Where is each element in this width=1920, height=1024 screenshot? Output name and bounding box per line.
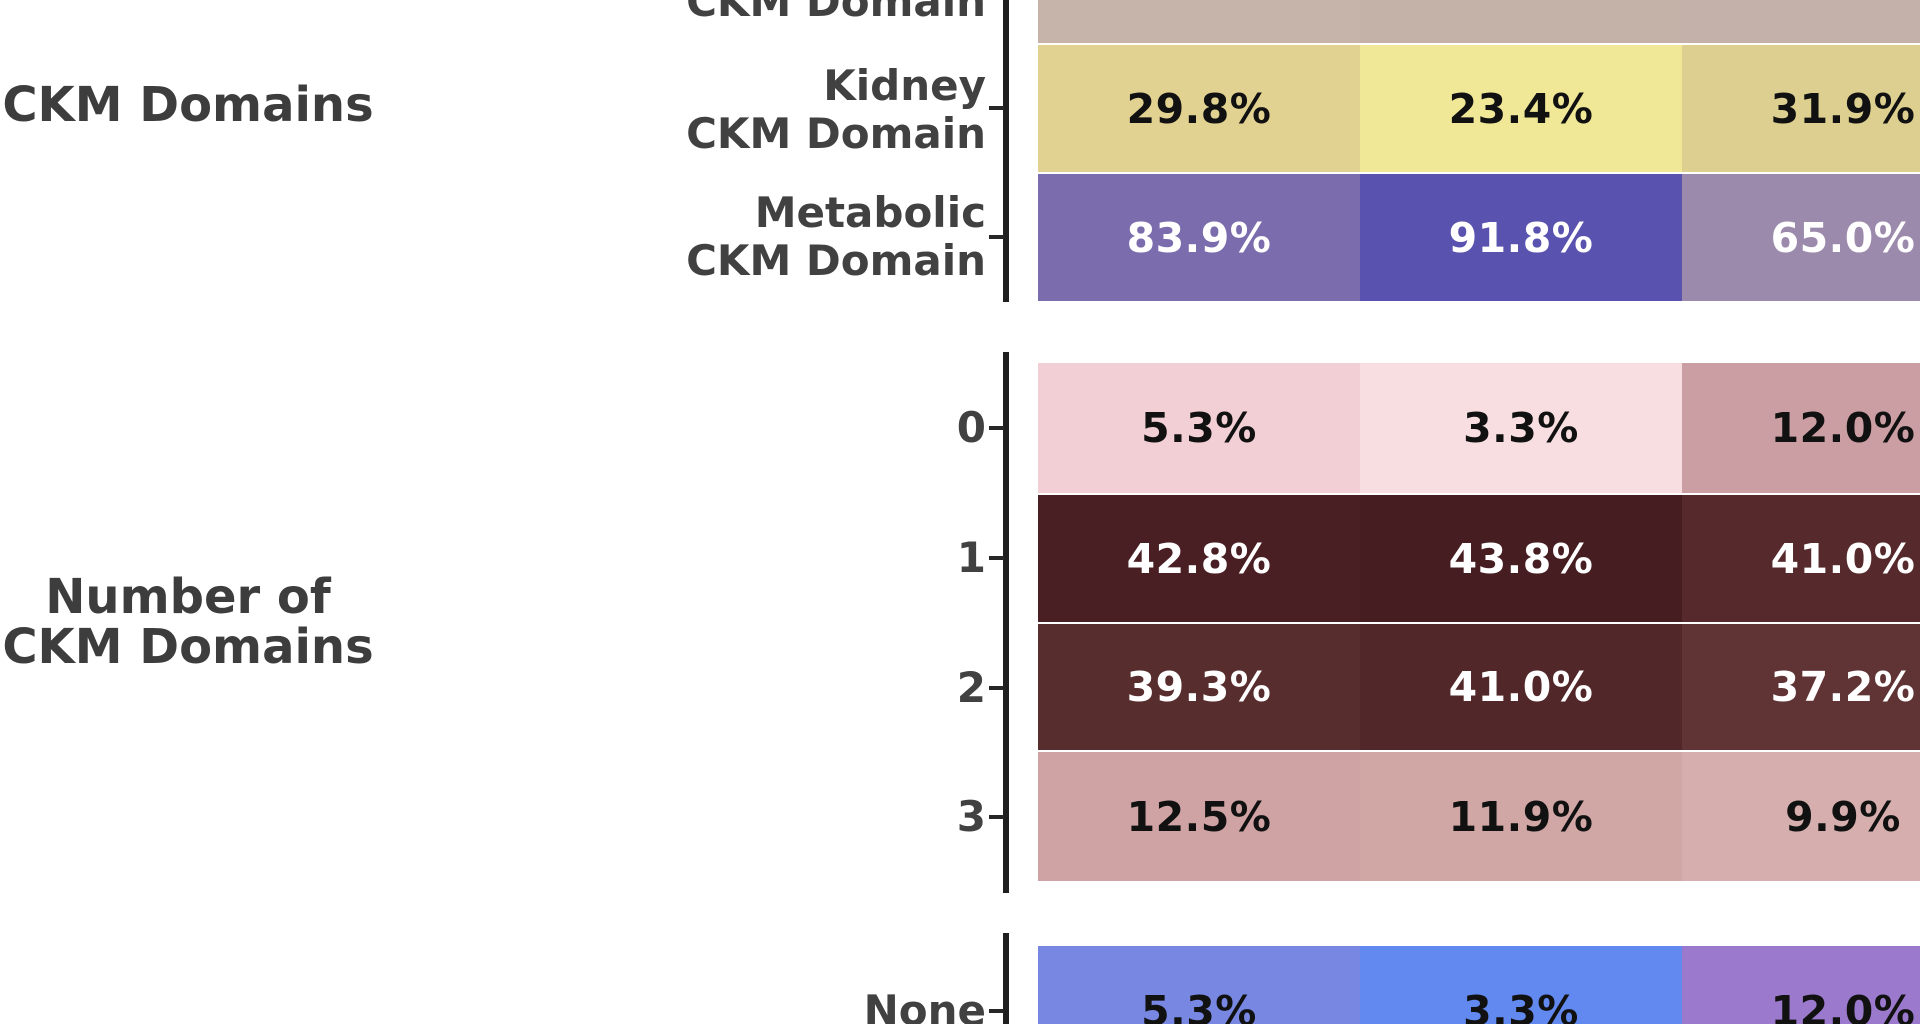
section-title-number-of-ckm-domains: Number of CKM Domains [0, 572, 380, 672]
heatmap-cell: 5.3% [1038, 946, 1360, 1024]
heatmap-cell: 29.8% [1038, 45, 1360, 172]
heatmap-cell: 12.0% [1682, 946, 1920, 1024]
tick-mark-none [989, 1009, 1004, 1013]
row-label-kidney: Kidney CKM Domain [586, 62, 986, 158]
row-label-0: 0 [956, 403, 986, 452]
heatmap-row-none: 5.3% 3.3% 12.0% [1038, 946, 1920, 1024]
heatmap-row-kidney: 29.8% 23.4% 31.9% [1038, 43, 1920, 172]
tick-mark-2 [989, 686, 1004, 690]
row-label-line: CKM Domain [686, 109, 986, 158]
y-axis-line-section1 [1003, 0, 1009, 302]
heatmap-cell: 11.9% [1360, 752, 1682, 881]
tick-mark-3 [989, 815, 1004, 819]
row-label-3: 3 [956, 792, 986, 841]
tick-mark-metabolic [989, 235, 1004, 239]
tick-mark-kidney [989, 106, 1004, 110]
tick-mark-0 [989, 426, 1004, 430]
heatmap-cell: 3.3% [1360, 946, 1682, 1024]
heatmap-cell: 23.4% [1360, 45, 1682, 172]
heatmap-cell [1038, 0, 1360, 43]
heatmap-cell: 42.8% [1038, 495, 1360, 622]
heatmap-cell: 41.0% [1360, 624, 1682, 750]
heatmap-cell: 83.9% [1038, 174, 1360, 301]
section-title-line: CKM Domains [2, 619, 374, 675]
heatmap-row-ckm-domain-cut [1038, 0, 1920, 43]
heatmap-row-2: 39.3% 41.0% 37.2% [1038, 622, 1920, 750]
row-label-line: Kidney [823, 61, 986, 110]
heatmap-cell [1360, 0, 1682, 43]
heatmap-cell: 12.5% [1038, 752, 1360, 881]
heatmap-cell: 9.9% [1682, 752, 1920, 881]
row-label-ckm-domain-cut: CKM Domain [686, 0, 986, 26]
heatmap-cell: 41.0% [1682, 495, 1920, 622]
heatmap-cell: 91.8% [1360, 174, 1682, 301]
y-axis-line-section3 [1003, 933, 1009, 1024]
section-title-line: Number of [45, 569, 331, 625]
heatmap-row-3: 12.5% 11.9% 9.9% [1038, 750, 1920, 881]
heatmap-row-1: 42.8% 43.8% 41.0% [1038, 493, 1920, 622]
heatmap-cell: 43.8% [1360, 495, 1682, 622]
heatmap-cell: 37.2% [1682, 624, 1920, 750]
row-label-line: Metabolic [754, 188, 986, 237]
heatmap-cell: 3.3% [1360, 363, 1682, 493]
tick-mark-1 [989, 556, 1004, 560]
row-label-2: 2 [956, 663, 986, 712]
row-label-none: None [863, 986, 986, 1024]
heatmap-cell [1682, 0, 1920, 43]
row-label-1: 1 [956, 533, 986, 582]
row-label-metabolic: Metabolic CKM Domain [586, 189, 986, 285]
heatmap-cell: 31.9% [1682, 45, 1920, 172]
heatmap-cell: 12.0% [1682, 363, 1920, 493]
heatmap-cell: 65.0% [1682, 174, 1920, 301]
section-title-ckm-domains: CKM Domains [2, 77, 374, 133]
heatmap-row-0: 5.3% 3.3% 12.0% [1038, 363, 1920, 493]
row-label-line: CKM Domain [686, 236, 986, 285]
heatmap-cell: 39.3% [1038, 624, 1360, 750]
heatmap-cell: 5.3% [1038, 363, 1360, 493]
heatmap-row-metabolic: 83.9% 91.8% 65.0% [1038, 172, 1920, 301]
y-axis-line-section2 [1003, 352, 1009, 893]
